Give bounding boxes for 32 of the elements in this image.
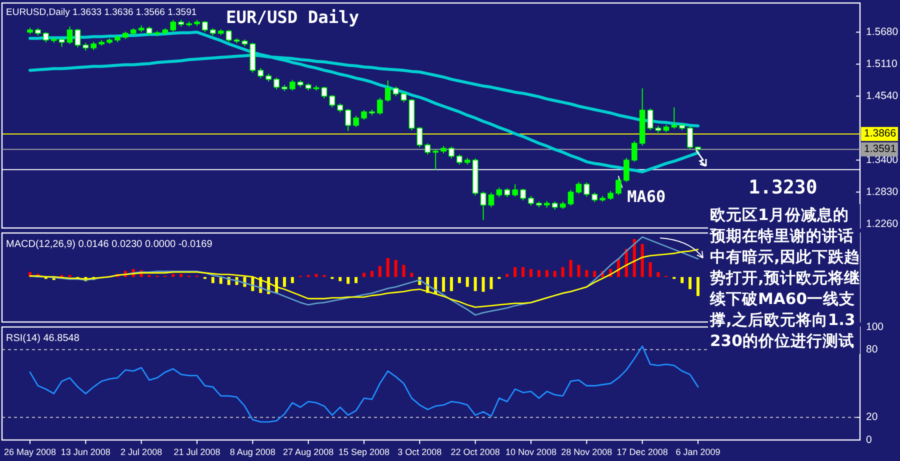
- text: RSI(14) 46.8548: [6, 333, 80, 344]
- x-tick-label: 3 Oct 2008: [398, 447, 442, 457]
- x-tick-label: 8 Aug 2008: [230, 447, 276, 457]
- annotation: 1.3230: [748, 176, 818, 199]
- y-tick-label: 1.5680: [866, 26, 898, 38]
- x-tick-label: 28 Nov 2008: [561, 447, 612, 457]
- ref-line-label: 1.3866: [864, 128, 896, 140]
- y-tick-label: 1.3400: [866, 154, 898, 166]
- y-tick-label: 0: [866, 434, 872, 446]
- y-tick-label: 100: [866, 320, 884, 333]
- y-tick-label: 1.2260: [866, 218, 898, 230]
- y-tick-label: 1.2830: [866, 186, 898, 198]
- x-tick-label: 13 Jun 2008: [60, 447, 110, 457]
- x-tick-label: 6 Jan 2009: [676, 447, 720, 457]
- y-tick-label: 80: [866, 343, 878, 356]
- text: 欧元区1月份减息的预期在特里谢的讲话中有暗示,因此下跌趋势打开,预计欧元将继续下破MA60一线支撑,之后欧元将向1.3230的价位进行测试: [708, 204, 860, 354]
- ref-line-label: 1.3591: [864, 143, 896, 156]
- text: EURUSD,Daily 1.3633 1.3636 1.3566 1.3591: [6, 7, 197, 18]
- x-tick-label: 21 Jul 2008: [174, 447, 220, 457]
- chart-title: MACD(12,26,9) 0.0146 0.0230 0.0000 -0.0169: [6, 239, 213, 250]
- x-tick-label: 27 Aug 2008: [283, 447, 334, 457]
- x-tick-label: 2 Jul 2008: [120, 447, 162, 457]
- x-tick-label: 22 Oct 2008: [450, 447, 500, 457]
- x-tick-label: 15 Sep 2008: [338, 447, 390, 457]
- x-tick-label: 17 Dec 2008: [616, 447, 668, 457]
- x-tick-label: 10 Nov 2008: [505, 447, 557, 457]
- chart-title: EUR/USD Daily: [226, 8, 360, 28]
- y-tick-label: 20: [866, 411, 878, 424]
- y-tick-label: 1.5110: [866, 58, 898, 70]
- x-tick-label: 26 May 2008: [4, 447, 56, 457]
- series-label: MA60: [627, 186, 666, 206]
- y-tick-label: 1.4540: [866, 90, 898, 102]
